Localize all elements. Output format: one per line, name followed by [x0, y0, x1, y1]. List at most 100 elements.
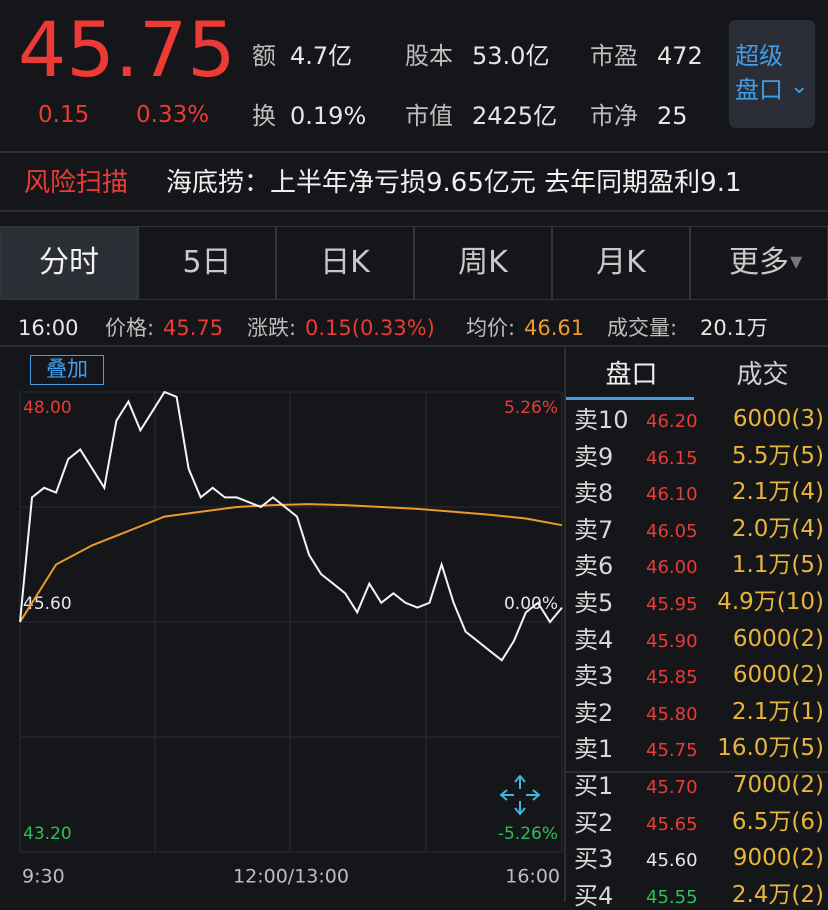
book-volume: 5.5万(5): [731, 442, 824, 469]
x-tick-label: 16:00: [505, 866, 560, 888]
stat-label: 额: [252, 42, 276, 70]
book-side: 卖6: [574, 552, 614, 581]
book-price: 45.60: [646, 850, 698, 872]
book-volume: 6000(2): [732, 662, 824, 689]
y-tick-label: 43.20: [23, 824, 72, 844]
book-volume: 7000(2): [732, 772, 824, 798]
stat-value: 53.0亿: [472, 42, 550, 70]
tab[interactable]: [552, 226, 690, 300]
book-side: 卖9: [574, 442, 614, 471]
book-side: 买3: [574, 845, 614, 874]
tab-label[interactable]: 月K: [596, 245, 646, 280]
info-avg: 46.61: [524, 316, 585, 340]
book-price: 46.10: [646, 484, 698, 506]
book-tab-underline: [566, 397, 694, 400]
tab-label[interactable]: 日K: [320, 245, 370, 280]
change-pct: 0.33%: [136, 102, 210, 128]
info-volume: 20.1万: [700, 316, 768, 340]
dropdown-arrow: ▼: [790, 252, 803, 271]
book-volume: 2.1万(1): [731, 698, 824, 725]
stat-value: 472: [657, 42, 703, 70]
avg-line: [19, 503, 563, 623]
tab[interactable]: [138, 226, 276, 300]
info-price: 45.75: [163, 316, 224, 340]
stat-value: 0.19%: [290, 102, 367, 130]
x-tick-label: 9:30: [22, 866, 65, 888]
tab-label[interactable]: 更多: [729, 245, 789, 280]
book-side: 卖10: [574, 406, 629, 434]
last-price: 45.75: [18, 5, 236, 94]
tab-label[interactable]: 分时: [39, 245, 99, 280]
book-volume: 2.4万(2): [731, 881, 824, 908]
book-side: 卖7: [574, 515, 614, 544]
book-price: 45.70: [646, 777, 698, 798]
risk-label: 风险扫描: [24, 168, 129, 198]
book-price: 46.00: [646, 557, 698, 579]
info-change: 0.15(0.33%): [305, 316, 435, 340]
tab-label[interactable]: 周K: [458, 245, 508, 280]
super-button[interactable]: [729, 20, 815, 128]
book-volume: 6.5万(6): [731, 808, 824, 835]
book-volume: 9000(2): [732, 845, 824, 872]
tab[interactable]: [414, 226, 552, 300]
book-price: 45.75: [646, 740, 698, 762]
book-volume: 16.0万(5): [717, 735, 824, 762]
book-volume: 4.9万(10): [717, 589, 824, 615]
stat-label: 市净: [590, 102, 638, 130]
x-tick-label: 12:00/13:00: [233, 866, 349, 888]
book-price: 45.65: [646, 813, 698, 835]
stat-label: 股本: [405, 42, 453, 70]
book-price: 46.20: [646, 411, 698, 432]
book-price: 45.80: [646, 703, 698, 725]
info-price-label: 价格:: [105, 316, 155, 340]
overlay-label[interactable]: 叠加: [46, 357, 88, 381]
book-tab[interactable]: 盘口: [605, 360, 658, 390]
book-side: 卖8: [574, 479, 614, 508]
book-price: 46.05: [646, 520, 698, 542]
pct-label: 5.26%: [504, 398, 558, 418]
book-side: 买2: [574, 808, 614, 837]
stat-value: 4.7亿: [290, 42, 353, 70]
price-line: [19, 390, 563, 662]
move-icon[interactable]: [499, 774, 541, 816]
book-price: 46.15: [646, 447, 698, 469]
stat-label: 市值: [405, 102, 453, 130]
book-volume: 6000(2): [732, 625, 824, 652]
super-button-label: 超级: [735, 42, 783, 70]
tab-label[interactable]: 5日: [182, 245, 232, 280]
stat-value: 2425亿: [472, 102, 558, 130]
book-volume: 1.1万(5): [731, 552, 824, 579]
super-button-label: 盘口: [735, 76, 783, 104]
tab[interactable]: [276, 226, 414, 300]
pct-label: 0.00%: [504, 594, 558, 614]
book-side: 卖4: [574, 625, 614, 654]
pct-label: -5.26%: [498, 824, 558, 844]
book-side: 卖2: [574, 698, 614, 727]
book-side: 卖5: [574, 589, 614, 617]
stat-label: 市盈: [590, 42, 638, 70]
book-volume: 2.1万(4): [731, 479, 824, 506]
chevron: ⌄: [790, 74, 809, 99]
info-time: 16:00: [18, 316, 79, 340]
book-volume: 6000(3): [732, 406, 824, 432]
info-change-label: 涨跌:: [247, 316, 297, 340]
book-volume: 2.0万(4): [731, 515, 824, 542]
change: 0.15: [38, 102, 90, 128]
info-volume-label: 成交量:: [607, 316, 678, 340]
info-avg-label: 均价:: [466, 316, 516, 340]
stat-value: 25: [657, 102, 688, 130]
book-side: 卖3: [574, 662, 614, 691]
book-tab[interactable]: 成交: [736, 360, 789, 390]
book-price: 45.95: [646, 594, 698, 615]
book-side: 买1: [574, 772, 614, 800]
overlay-button[interactable]: [30, 355, 104, 385]
book-price: 45.90: [646, 630, 698, 652]
tab[interactable]: [0, 226, 138, 300]
y-tick-label: 48.00: [23, 398, 72, 418]
book-side: 卖1: [574, 735, 614, 764]
stat-label: 换: [252, 102, 276, 130]
risk-text: 海底捞：上半年净亏损9.65亿元 去年同期盈利9.1: [166, 168, 742, 198]
book-price: 45.85: [646, 667, 698, 689]
